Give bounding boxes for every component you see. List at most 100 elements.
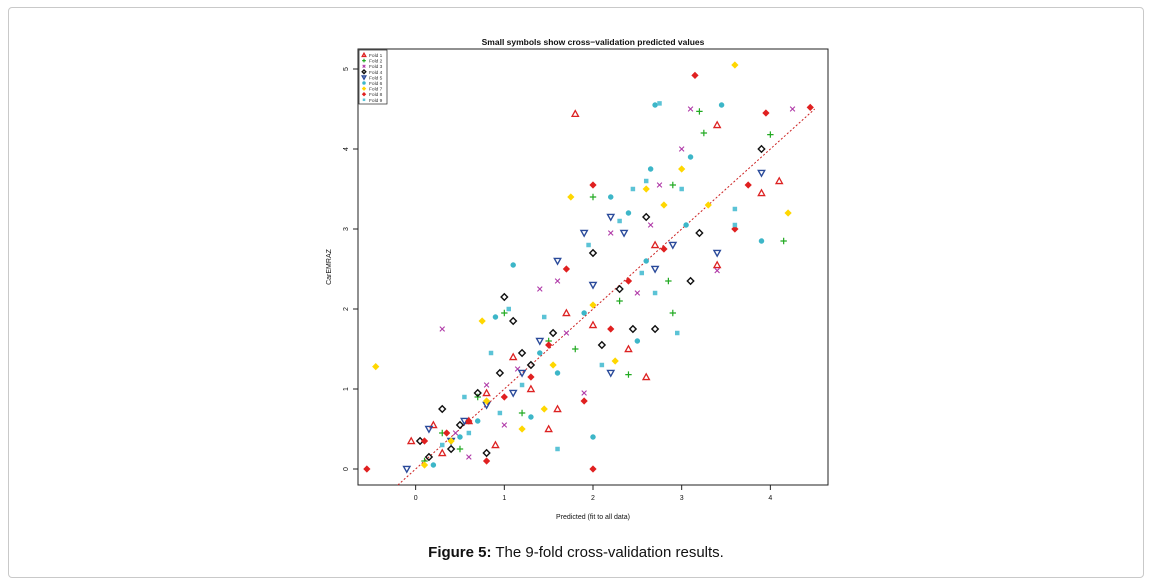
data-point-fold-6 bbox=[554, 370, 561, 376]
data-point-fold-7 bbox=[567, 193, 575, 201]
data-point-fold-4 bbox=[455, 420, 465, 430]
data-point-fold-2 bbox=[665, 277, 672, 285]
x-axis: 0 1 2 3 4 bbox=[414, 485, 772, 502]
data-point-fold-2 bbox=[700, 129, 708, 137]
data-point-fold-9 bbox=[506, 306, 511, 312]
data-point-fold-9 bbox=[679, 186, 684, 192]
data-point-fold-8 bbox=[527, 373, 535, 381]
data-point-fold-4 bbox=[495, 368, 505, 378]
data-point-fold-8 bbox=[731, 225, 739, 233]
data-point-fold-9 bbox=[732, 222, 738, 228]
x-tick-label: 0 bbox=[414, 495, 418, 502]
data-point-fold-9 bbox=[519, 382, 525, 388]
data-point-fold-4 bbox=[757, 144, 766, 154]
data-point-fold-5 bbox=[757, 169, 766, 178]
data-point-fold-4 bbox=[686, 276, 695, 286]
data-point-fold-9 bbox=[488, 350, 494, 356]
data-point-fold-6 bbox=[647, 166, 654, 172]
data-point-fold-2 bbox=[501, 309, 508, 317]
data-point-fold-1 bbox=[526, 384, 536, 393]
data-point-fold-3 bbox=[678, 146, 685, 152]
data-point-fold-8 bbox=[443, 429, 451, 437]
data-point-fold-4 bbox=[597, 340, 607, 350]
data-point-fold-7 bbox=[589, 301, 597, 309]
data-point-fold-8 bbox=[607, 325, 615, 333]
data-point-fold-4 bbox=[446, 444, 456, 454]
figure-frame bbox=[8, 7, 1144, 578]
y-axis-label: CarEMRAZ bbox=[326, 248, 333, 285]
data-point-fold-6 bbox=[625, 210, 632, 216]
data-point-fold-5 bbox=[535, 337, 545, 346]
data-point-fold-5 bbox=[588, 281, 598, 290]
data-point-fold-2 bbox=[780, 237, 787, 245]
data-point-fold-8 bbox=[589, 181, 597, 189]
data-point-fold-1 bbox=[562, 308, 571, 317]
data-point-fold-9 bbox=[732, 206, 738, 212]
data-point-fold-1 bbox=[544, 424, 553, 433]
data-point-fold-1 bbox=[588, 320, 598, 329]
data-point-fold-7 bbox=[731, 61, 739, 69]
data-point-fold-7 bbox=[478, 317, 486, 325]
data-point-fold-5 bbox=[424, 425, 434, 434]
data-point-fold-1 bbox=[712, 260, 722, 269]
data-point-fold-6 bbox=[683, 222, 689, 228]
legend-marker-fold-3 bbox=[362, 64, 366, 68]
data-point-fold-4 bbox=[438, 404, 447, 414]
data-point-fold-4 bbox=[548, 328, 558, 338]
data-point-fold-1 bbox=[641, 372, 651, 381]
data-point-fold-1 bbox=[553, 404, 562, 413]
legend-marker-fold-1 bbox=[361, 51, 367, 58]
data-point-fold-6 bbox=[430, 462, 437, 468]
legend-label: Fold 5 bbox=[369, 75, 383, 81]
figure-caption: Figure 5: The 9-fold cross-validation re… bbox=[0, 544, 1152, 561]
data-point-fold-4 bbox=[517, 348, 527, 358]
data-point-fold-8 bbox=[465, 417, 473, 425]
data-point-fold-5 bbox=[668, 241, 678, 250]
data-point-fold-3 bbox=[439, 326, 446, 332]
x-axis-label: Predicted (fit to all data) bbox=[556, 514, 630, 521]
data-point-fold-7 bbox=[447, 437, 455, 445]
data-point-fold-7 bbox=[642, 185, 650, 193]
data-point-fold-3 bbox=[607, 230, 614, 236]
data-point-fold-9 bbox=[675, 330, 680, 336]
data-point-fold-9 bbox=[466, 430, 472, 436]
data-point-fold-1 bbox=[508, 352, 518, 361]
data-point-fold-2 bbox=[669, 181, 677, 189]
data-point-fold-1 bbox=[437, 448, 447, 457]
data-point-fold-9 bbox=[462, 394, 467, 400]
data-point-fold-5 bbox=[517, 369, 527, 378]
legend-label: Fold 4 bbox=[369, 70, 383, 76]
data-point-fold-6 bbox=[510, 262, 516, 268]
data-point-fold-7 bbox=[372, 362, 380, 371]
legend-label: Fold 8 bbox=[369, 92, 383, 98]
data-point-fold-8 bbox=[420, 437, 429, 445]
data-point-fold-2 bbox=[696, 108, 703, 115]
x-tick-label: 1 bbox=[502, 495, 506, 502]
data-point-fold-4 bbox=[695, 228, 704, 238]
data-point-fold-4 bbox=[508, 316, 518, 326]
data-point-fold-4 bbox=[424, 452, 434, 462]
data-point-fold-5 bbox=[402, 465, 412, 474]
data-point-fold-5 bbox=[606, 369, 616, 378]
data-point-fold-7 bbox=[678, 165, 686, 173]
data-point-fold-8 bbox=[624, 277, 633, 285]
data-point-fold-3 bbox=[483, 382, 490, 388]
data-point-fold-6 bbox=[643, 258, 649, 264]
data-point-fold-6 bbox=[537, 350, 543, 356]
y-axis: 0 1 2 3 4 5 bbox=[343, 67, 358, 471]
data-point-fold-5 bbox=[579, 229, 589, 238]
data-point-fold-4 bbox=[615, 284, 624, 294]
data-point-fold-8 bbox=[562, 265, 571, 273]
data-point-fold-2 bbox=[572, 345, 579, 353]
data-point-fold-3 bbox=[656, 182, 663, 188]
data-point-fold-4 bbox=[473, 388, 482, 398]
data-point-fold-3 bbox=[537, 286, 543, 292]
data-point-fold-6 bbox=[528, 414, 534, 420]
legend-marker-fold-4 bbox=[361, 69, 367, 75]
data-point-fold-8 bbox=[545, 341, 553, 349]
data-point-fold-9 bbox=[586, 242, 591, 248]
data-points bbox=[363, 61, 814, 474]
legend-marker-fold-6 bbox=[362, 81, 366, 85]
data-point-fold-8 bbox=[589, 465, 597, 473]
data-point-fold-4 bbox=[482, 448, 491, 458]
